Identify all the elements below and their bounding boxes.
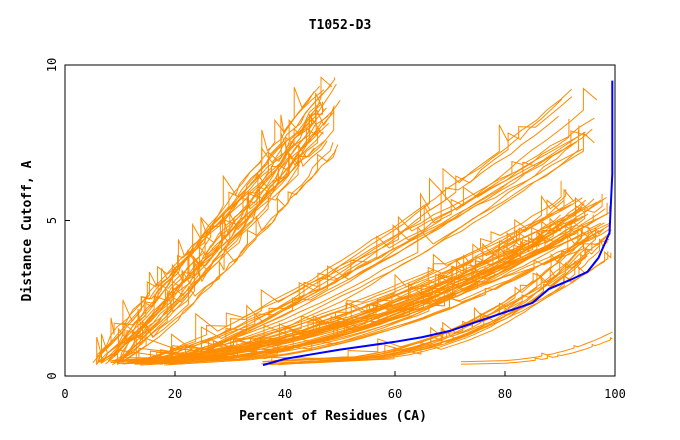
model-curve — [261, 225, 600, 365]
model-curve — [263, 255, 588, 365]
model-curve — [122, 142, 334, 363]
model-curve — [102, 122, 330, 362]
model-curve — [97, 140, 328, 362]
model-curve — [125, 188, 575, 364]
model-curve — [142, 222, 610, 362]
model-curve — [122, 219, 580, 365]
model-curve — [152, 131, 595, 363]
model-curve — [131, 199, 572, 364]
model-curve — [167, 125, 580, 364]
y-tick-label: 5 — [45, 217, 59, 224]
y-tick-label: 0 — [45, 372, 59, 379]
chart-title: T1052-D3 — [309, 18, 372, 33]
x-tick-label: 0 — [61, 387, 68, 401]
model-curves — [92, 76, 613, 366]
model-curve — [262, 244, 601, 363]
model-curve — [108, 129, 324, 362]
model-curve — [460, 331, 613, 363]
model-curve — [136, 96, 573, 363]
x-axis-label: Percent of Residues (CA) — [239, 409, 427, 424]
model-curve — [117, 149, 337, 362]
highlight-curve — [262, 80, 614, 367]
model-curve — [97, 115, 329, 363]
model-curve — [108, 92, 325, 362]
model-curve — [152, 148, 583, 361]
model-curve — [273, 251, 579, 361]
model-curve — [101, 101, 322, 364]
model-curve — [149, 198, 577, 365]
model-curve — [140, 218, 575, 363]
model-curve — [141, 197, 583, 363]
model-curve — [292, 232, 586, 363]
model-curve — [278, 229, 597, 366]
x-tick-label: 40 — [278, 387, 292, 401]
y-axis-label: Distance Cutoff, A — [20, 160, 35, 301]
axis-ticks: 0 20 40 60 80 100 0 5 10 — [45, 58, 626, 401]
model-curve — [156, 180, 562, 364]
model-curve — [153, 214, 594, 362]
y-tick-label: 10 — [45, 58, 59, 72]
model-curve — [117, 206, 583, 365]
model-curve — [145, 130, 588, 362]
model-curve — [135, 128, 593, 360]
x-tick-label: 80 — [498, 387, 512, 401]
model-curve — [155, 98, 563, 363]
highlight-curve-group — [262, 80, 614, 367]
model-curve — [460, 336, 613, 365]
model-curve — [100, 76, 333, 364]
model-curve — [180, 117, 595, 360]
x-tick-label: 100 — [604, 387, 626, 401]
x-tick-label: 60 — [388, 387, 402, 401]
model-curve — [99, 101, 323, 362]
model-curve — [96, 77, 335, 366]
model-curve — [155, 234, 598, 365]
model-curve — [298, 238, 609, 364]
x-tick-label: 20 — [168, 387, 182, 401]
